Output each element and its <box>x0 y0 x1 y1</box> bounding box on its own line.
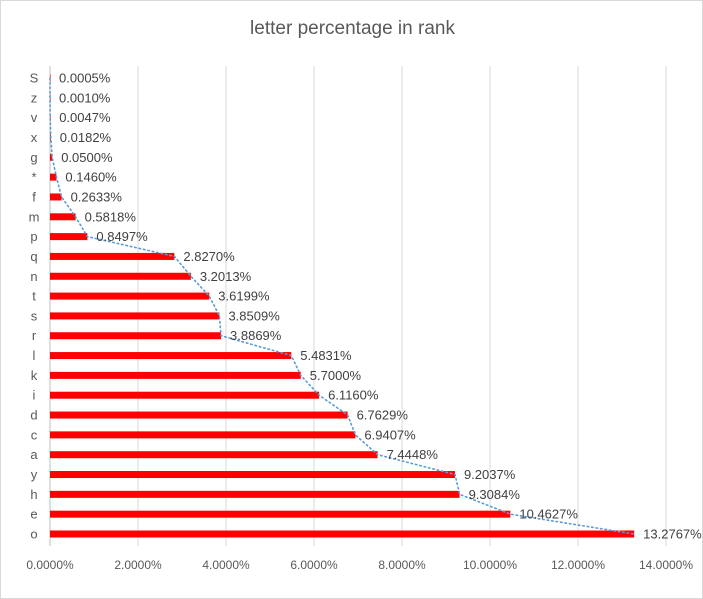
data-label: 3.2013% <box>200 269 252 284</box>
data-label: 2.8270% <box>183 249 235 264</box>
bar-t <box>50 292 210 300</box>
category-label: h <box>30 487 37 502</box>
x-tick-label: 4.0000% <box>202 558 250 572</box>
trendline <box>49 77 635 535</box>
x-tick-label: 8.0000% <box>378 558 426 572</box>
x-tick-label: 0.0000% <box>26 558 74 572</box>
bar-s <box>50 312 220 320</box>
data-label: 9.3084% <box>469 487 521 502</box>
data-label: 0.0010% <box>59 90 111 105</box>
data-label: 9.2037% <box>464 467 516 482</box>
data-label: 0.0182% <box>60 130 112 145</box>
data-label: 0.2633% <box>71 189 123 204</box>
x-tick-label: 2.0000% <box>114 558 162 572</box>
data-label: 10.4627% <box>519 507 578 522</box>
category-label: v <box>31 110 38 125</box>
data-label: 0.1460% <box>65 170 117 185</box>
bar-r <box>50 332 222 340</box>
category-label: l <box>33 348 36 363</box>
bar-* <box>50 173 57 181</box>
bar-i <box>50 391 320 399</box>
bar-e <box>50 510 511 518</box>
category-label: k <box>31 368 38 383</box>
bar-p <box>50 233 88 241</box>
bar-o <box>50 530 635 538</box>
bar-l <box>50 352 292 360</box>
data-label: 6.9407% <box>364 427 416 442</box>
category-label: c <box>31 427 38 442</box>
category-label: x <box>31 130 38 145</box>
category-label: f <box>32 189 36 204</box>
bar-m <box>50 213 76 221</box>
bar-a <box>50 451 378 459</box>
data-label: 5.7000% <box>310 368 362 383</box>
data-label: 0.0005% <box>59 71 111 86</box>
data-label: 13.2767% <box>643 527 702 542</box>
bar-h <box>50 490 460 498</box>
bar-v <box>50 114 51 122</box>
bar-d <box>50 411 348 419</box>
category-label: s <box>31 308 38 323</box>
category-label: y <box>31 467 38 482</box>
x-tick-label: 14.0000% <box>639 558 693 572</box>
gridlines <box>49 66 667 546</box>
bar-k <box>50 371 301 379</box>
x-tick-labels: 0.0000% 2.0000% 4.0000% 6.0000% 8.0000% 10.00… <box>26 558 693 572</box>
bar-c <box>50 431 356 439</box>
category-label: n <box>30 269 37 284</box>
category-label: o <box>30 527 37 542</box>
category-label: r <box>32 328 37 343</box>
data-labels: 13.2767% 10.4627% 9.3084% 9.2037% 7.4448% 6.9… <box>59 71 702 542</box>
data-label: 6.7629% <box>357 408 409 423</box>
data-label: 3.8869% <box>230 328 282 343</box>
category-label: t <box>32 289 36 304</box>
data-label: 7.4448% <box>387 447 439 462</box>
trendline-path <box>49 77 635 535</box>
x-tick-label: 10.0000% <box>463 558 517 572</box>
data-label: 3.8509% <box>228 308 280 323</box>
data-label: 0.5818% <box>85 209 137 224</box>
category-label: * <box>31 170 36 185</box>
x-tick-label: 12.0000% <box>551 558 605 572</box>
bar-f <box>50 193 62 201</box>
category-label: S <box>30 71 39 86</box>
data-label: 0.0500% <box>61 150 113 165</box>
bar-q <box>50 252 175 260</box>
data-label: 6.1160% <box>328 388 379 403</box>
category-label: p <box>30 229 37 244</box>
category-label: i <box>33 388 36 403</box>
data-label: 0.8497% <box>96 229 148 244</box>
data-label: 0.0047% <box>59 110 111 125</box>
data-label: 5.4831% <box>300 348 352 363</box>
bar-g <box>50 153 53 161</box>
data-label: 3.6199% <box>218 289 270 304</box>
bar-y <box>50 471 455 479</box>
category-label: z <box>31 90 38 105</box>
x-tick-label: 6.0000% <box>290 558 338 572</box>
bars <box>50 74 635 538</box>
category-label: m <box>29 209 40 224</box>
chart-title: letter percentage in rank <box>250 18 455 39</box>
category-label: e <box>30 507 37 522</box>
category-label: g <box>30 150 37 165</box>
category-label: d <box>30 408 37 423</box>
category-label: a <box>30 447 38 462</box>
category-label: q <box>30 249 37 264</box>
bar-n <box>50 272 191 280</box>
